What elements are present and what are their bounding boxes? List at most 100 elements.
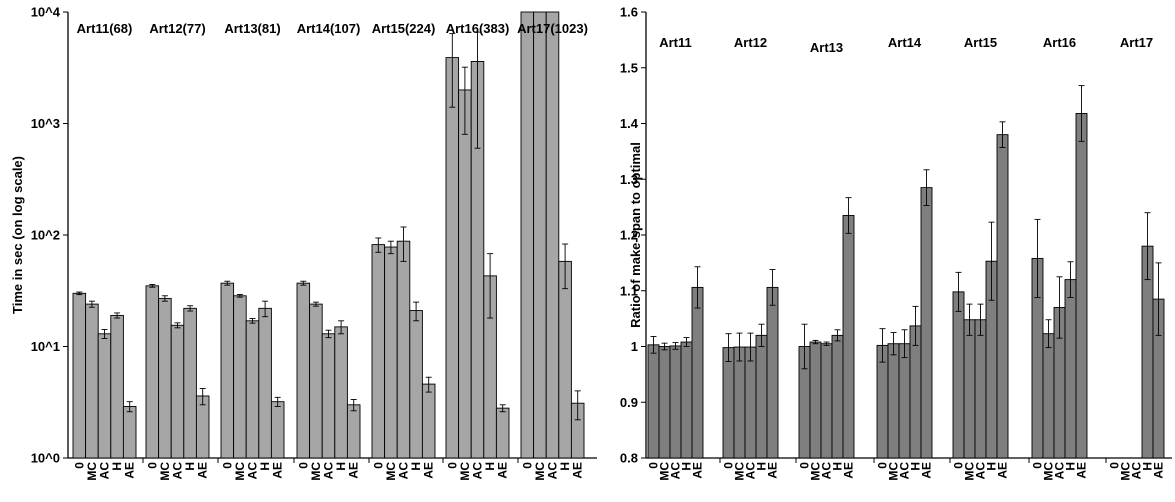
x-tick-label: H xyxy=(755,462,769,471)
x-tick-label: MC xyxy=(658,462,672,481)
x-tick-label: H xyxy=(909,462,923,471)
x-tick-label: H xyxy=(409,462,423,471)
bar xyxy=(334,326,348,459)
bar xyxy=(183,307,197,459)
y-tick-label: 10^0 xyxy=(31,451,60,466)
bar xyxy=(963,319,976,459)
bar xyxy=(396,240,411,459)
bar xyxy=(1064,279,1077,459)
x-tick-label: MC xyxy=(384,462,398,481)
x-tick-label: H xyxy=(985,462,999,471)
bar xyxy=(820,343,833,459)
x-tick-label: MC xyxy=(963,462,977,481)
group-label: Art17 xyxy=(1120,35,1153,50)
bar xyxy=(680,341,693,459)
bar xyxy=(658,346,671,459)
x-tick-label: MC xyxy=(458,462,472,481)
x-tick-label: 0 xyxy=(72,462,86,469)
x-tick-label: 0 xyxy=(220,462,234,469)
x-tick-label: H xyxy=(334,462,348,471)
x-tick-label: AE xyxy=(920,462,934,479)
group-label: Art12(77) xyxy=(149,21,205,36)
y-tick-label: 0.8 xyxy=(620,451,638,466)
x-tick-label: AE xyxy=(123,462,137,479)
x-tick-label: AC xyxy=(1130,462,1144,480)
bar xyxy=(831,334,844,459)
bar xyxy=(545,11,560,459)
x-tick-label: 0 xyxy=(722,462,736,469)
bar xyxy=(233,295,247,459)
x-tick-label: H xyxy=(680,462,694,471)
x-tick-label: 0 xyxy=(520,462,534,469)
x-tick-label: MC xyxy=(85,462,99,481)
x-tick-label: 0 xyxy=(296,462,310,469)
group-label: Art13 xyxy=(810,40,843,55)
x-tick-label: MC xyxy=(809,462,823,481)
y-tick-label: 1.6 xyxy=(620,5,638,20)
group-label: Art15(224) xyxy=(372,21,436,36)
group-label: Art11 xyxy=(659,35,692,50)
x-tick-label: AE xyxy=(1075,462,1089,479)
group-label: Art16(383) xyxy=(446,21,510,36)
x-tick-label: H xyxy=(831,462,845,471)
group-label: Art14 xyxy=(888,35,922,50)
bar xyxy=(158,297,172,459)
x-tick-label: 0 xyxy=(798,462,812,469)
bar xyxy=(72,292,87,459)
x-tick-label: 0 xyxy=(647,462,661,469)
x-tick-label: AE xyxy=(996,462,1010,479)
x-tick-label: AC xyxy=(898,462,912,480)
x-tick-label: AC xyxy=(471,462,485,480)
y-tick-label: 1 xyxy=(631,339,638,354)
y-axis-title: Ratio of make-span to optimal xyxy=(628,142,643,328)
bar xyxy=(122,405,137,459)
x-tick-label: AE xyxy=(571,462,585,479)
x-tick-label: MC xyxy=(733,462,747,481)
bar xyxy=(97,333,112,459)
x-tick-label: AC xyxy=(546,462,560,480)
x-tick-label: MC xyxy=(533,462,547,481)
bar xyxy=(409,310,423,459)
y-tick-label: 1.4 xyxy=(620,116,639,131)
x-tick-label: 0 xyxy=(952,462,966,469)
bar xyxy=(309,303,323,459)
y-tick-label: 10^2 xyxy=(31,228,60,243)
bar xyxy=(245,320,260,459)
bar xyxy=(195,395,210,459)
x-tick-label: MC xyxy=(233,462,247,481)
x-tick-label: 0 xyxy=(371,462,385,469)
bar xyxy=(296,282,311,459)
bar xyxy=(669,345,682,459)
bar xyxy=(495,407,510,459)
bar xyxy=(170,324,185,459)
y-tick-label: 1.5 xyxy=(620,60,638,75)
x-tick-label: H xyxy=(258,462,272,471)
bar xyxy=(647,344,660,459)
x-tick-label: 0 xyxy=(1108,462,1122,469)
group-label: Art11(68) xyxy=(77,21,133,36)
bar xyxy=(887,343,900,459)
bar xyxy=(458,89,472,459)
x-tick-label: H xyxy=(483,462,497,471)
group-label: Art13(81) xyxy=(224,21,280,36)
bar xyxy=(1075,113,1088,459)
bar xyxy=(533,11,547,459)
x-tick-label: AE xyxy=(196,462,210,479)
bar xyxy=(996,134,1009,459)
y-tick-label: 0.9 xyxy=(620,395,638,410)
x-tick-label: AE xyxy=(691,462,705,479)
bar xyxy=(220,282,235,459)
x-tick-label: 0 xyxy=(445,462,459,469)
bar xyxy=(722,347,735,459)
bar xyxy=(809,341,822,459)
bar xyxy=(842,215,855,459)
x-tick-label: MC xyxy=(1119,462,1133,481)
x-tick-label: MC xyxy=(309,462,323,481)
x-tick-label: AC xyxy=(98,462,112,480)
bar xyxy=(346,404,361,459)
bar xyxy=(421,383,436,459)
x-tick-label: AE xyxy=(422,462,436,479)
bar xyxy=(733,346,746,459)
x-tick-label: H xyxy=(558,462,572,471)
bar xyxy=(744,346,757,459)
